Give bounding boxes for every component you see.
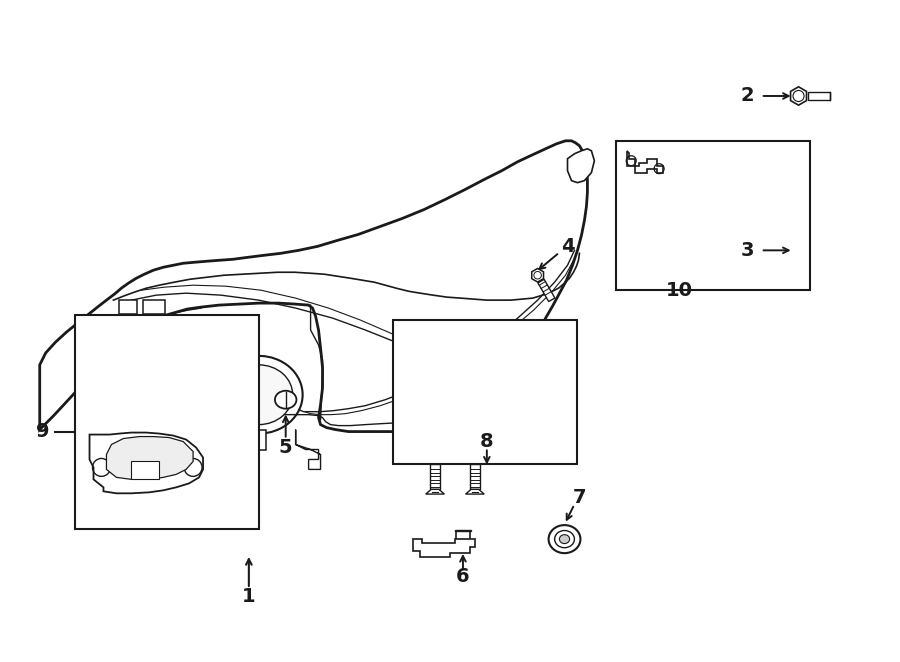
Polygon shape	[532, 268, 544, 282]
Bar	[456, 532, 470, 547]
Polygon shape	[749, 197, 770, 205]
Polygon shape	[296, 430, 320, 469]
Polygon shape	[122, 318, 131, 345]
Bar	[143, 300, 166, 314]
Bar	[131, 461, 159, 479]
Text: 5: 5	[279, 438, 292, 457]
Bar	[807, 92, 830, 100]
Text: 7: 7	[572, 488, 586, 507]
Polygon shape	[159, 345, 179, 350]
Text: 8: 8	[480, 432, 494, 451]
Text: 6: 6	[456, 567, 470, 587]
Polygon shape	[430, 464, 440, 489]
Ellipse shape	[554, 530, 574, 547]
Text: 9: 9	[36, 422, 50, 441]
Text: 2: 2	[740, 87, 753, 105]
Text: 1: 1	[242, 587, 256, 606]
Text: 10: 10	[665, 281, 692, 300]
Polygon shape	[426, 489, 445, 494]
Ellipse shape	[215, 356, 302, 434]
Bar	[616, 141, 811, 290]
Bar	[75, 315, 259, 529]
Bar	[527, 355, 550, 404]
Bar	[455, 530, 471, 532]
Polygon shape	[106, 436, 194, 479]
Polygon shape	[797, 243, 810, 258]
Polygon shape	[538, 279, 555, 302]
Bar	[393, 320, 578, 465]
Polygon shape	[790, 87, 806, 105]
Ellipse shape	[560, 535, 570, 544]
Text: 3: 3	[740, 241, 753, 260]
Polygon shape	[465, 489, 484, 494]
Polygon shape	[164, 318, 175, 345]
Ellipse shape	[549, 525, 580, 553]
Polygon shape	[413, 539, 475, 557]
Bar	[120, 300, 138, 314]
Bar	[241, 430, 266, 449]
Polygon shape	[715, 163, 719, 178]
Polygon shape	[470, 464, 480, 489]
Text: 4: 4	[561, 237, 574, 256]
Bar	[186, 430, 216, 451]
Polygon shape	[116, 345, 136, 350]
Polygon shape	[719, 167, 740, 175]
Polygon shape	[745, 193, 749, 209]
Bar	[780, 248, 796, 253]
Ellipse shape	[274, 391, 296, 408]
Polygon shape	[89, 432, 203, 493]
Ellipse shape	[225, 365, 292, 424]
Polygon shape	[40, 141, 588, 432]
Polygon shape	[568, 149, 594, 183]
Polygon shape	[627, 151, 663, 173]
